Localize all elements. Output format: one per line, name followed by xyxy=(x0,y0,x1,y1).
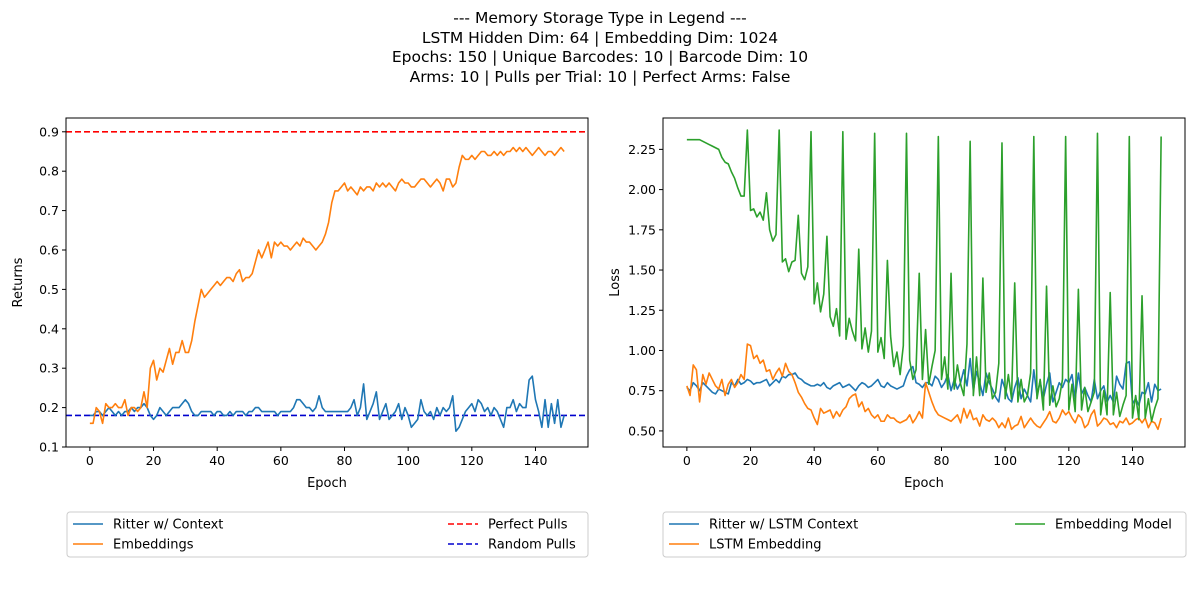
x-tick-label: 40 xyxy=(806,453,822,468)
suptitle: --- Memory Storage Type in Legend --- LS… xyxy=(0,9,1200,87)
y-axis-label: Returns xyxy=(11,257,26,307)
x-tick-label: 0 xyxy=(86,453,94,468)
x-tick-label: 20 xyxy=(743,453,759,468)
suptitle-line-3: Epochs: 150 | Unique Barcodes: 10 | Barc… xyxy=(391,48,809,66)
legend-label-0: Ritter w/ Context xyxy=(113,518,223,533)
y-tick-label: 0.4 xyxy=(39,321,59,336)
x-tick-label: 80 xyxy=(337,453,353,468)
chart-panel-2: 0 20 40 60 80 100 120 140 0.50 0.75 1.00 1.25 1.50 1.… xyxy=(608,117,1187,558)
legend-label-2: Embedding Model xyxy=(1055,518,1172,533)
y-axis-label: Loss xyxy=(608,268,623,297)
x-tick-label: 80 xyxy=(934,453,950,468)
x-tick-label: 120 xyxy=(1057,453,1081,468)
y-tick-label: 0.5 xyxy=(39,282,59,297)
x-axis-label: Epoch xyxy=(904,476,944,491)
y-tick-label: 0.2 xyxy=(39,400,59,415)
y-tick-label: 0.3 xyxy=(39,361,59,376)
suptitle-line-2: LSTM Hidden Dim: 64 | Embedding Dim: 102… xyxy=(421,28,779,47)
legend-label-0: Ritter w/ LSTM Context xyxy=(709,518,858,533)
axes-frame xyxy=(662,117,1186,448)
y-tick-label: 0.50 xyxy=(628,423,656,438)
y-tick-label: 1.75 xyxy=(628,222,656,237)
legend: Ritter w/ LSTM Context LSTM Embedding Embe… xyxy=(662,511,1187,558)
y-tick-label: 1.25 xyxy=(628,303,656,318)
series-line-1 xyxy=(686,343,1162,431)
y-tick-label: 0.6 xyxy=(39,242,59,257)
y-tick-label: 2.00 xyxy=(628,182,656,197)
y-tick-label: 0.8 xyxy=(39,164,59,179)
chart-panel-1: 0 20 40 60 80 100 120 140 0.1 0.2 0.3 0.4 0.5 0.6 0.7 0… xyxy=(11,117,589,558)
x-tick-label: 60 xyxy=(273,453,289,468)
x-tick-label: 0 xyxy=(683,453,691,468)
y-tick-label: 0.9 xyxy=(39,124,59,139)
y-tick-label: 0.1 xyxy=(39,440,59,455)
x-tick-label: 60 xyxy=(870,453,886,468)
legend-label-2: Perfect Pulls xyxy=(488,518,568,533)
legend-box xyxy=(662,511,1187,558)
series-line-1 xyxy=(89,146,565,425)
series-line-2 xyxy=(686,129,1162,423)
y-tick-label: 0.7 xyxy=(39,203,59,218)
y-tick-label: 1.00 xyxy=(628,343,656,358)
legend: Ritter w/ Context Embeddings Perfect Pulls… xyxy=(66,511,589,558)
y-tick-label: 2.25 xyxy=(628,142,656,157)
legend-label-3: Random Pulls xyxy=(488,538,576,553)
x-tick-label: 40 xyxy=(209,453,225,468)
x-tick-label: 100 xyxy=(396,453,420,468)
legend-label-1: Embeddings xyxy=(113,538,194,553)
series-line-0 xyxy=(686,357,1162,406)
x-tick-label: 20 xyxy=(146,453,162,468)
x-tick-label: 120 xyxy=(460,453,484,468)
y-tick-label: 1.50 xyxy=(628,263,656,278)
suptitle-line-1: --- Memory Storage Type in Legend --- xyxy=(453,9,747,27)
y-tick-label: 0.75 xyxy=(628,383,656,398)
x-tick-label: 140 xyxy=(1121,453,1145,468)
series-line-0 xyxy=(89,375,565,433)
axes-frame xyxy=(65,117,589,448)
x-axis-label: Epoch xyxy=(307,476,347,491)
x-tick-label: 100 xyxy=(993,453,1017,468)
suptitle-line-4: Arms: 10 | Pulls per Trial: 10 | Perfect… xyxy=(409,67,791,86)
legend-label-1: LSTM Embedding xyxy=(709,538,822,553)
x-tick-label: 140 xyxy=(524,453,548,468)
